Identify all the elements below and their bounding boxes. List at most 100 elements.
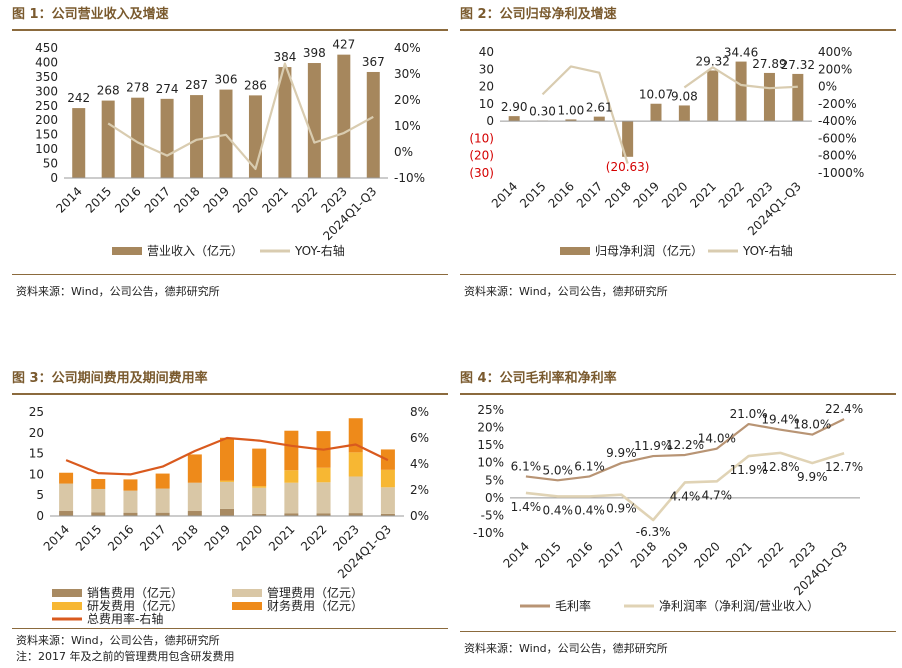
data-label: 1.00: [558, 103, 585, 117]
bar-segment: [91, 512, 106, 516]
data-label: 4.7%: [702, 488, 733, 502]
x-tick-label: 2018: [602, 179, 633, 210]
y-tick-label: 20%: [477, 421, 504, 435]
y-tick-label: 30: [479, 62, 494, 76]
y2-tick-label: 0%: [394, 145, 413, 159]
y-tick-label: 25: [29, 405, 44, 419]
data-label: 306: [215, 73, 238, 87]
data-label: 12.2%: [666, 438, 704, 452]
bar-segment: [380, 513, 395, 516]
bar-segment: [123, 490, 138, 513]
data-label: 34.46: [724, 46, 758, 60]
y-tick-label: 10%: [477, 456, 504, 470]
legend-label: 研发费用（亿元）: [87, 598, 183, 613]
chart-title: 图 2：公司归母净利及增速: [460, 7, 617, 22]
x-tick-label: 2019: [660, 539, 691, 570]
bar-segment: [284, 513, 299, 516]
footnote: 注：2017 年及之前的管理费用包含研发费用: [16, 650, 235, 663]
net-profit-chart: (30) (20) (10) 0 10 20 30 40 -1000% -800% -600% -40…: [469, 45, 864, 258]
net-margin-line: [525, 451, 845, 522]
bar-segment: [220, 480, 234, 482]
y-tick-label: 20: [29, 426, 44, 440]
data-label: 5.0%: [542, 463, 573, 477]
bar-segment: [155, 488, 170, 513]
x-tick-label: 2015: [532, 539, 563, 570]
x-tick-label: 2017: [596, 539, 627, 570]
data-label: 22.4%: [825, 402, 863, 416]
x-tick-label: 2020: [230, 184, 261, 215]
y-tick-label: 5%: [485, 473, 504, 487]
source-note: 资料来源：Wind，公司公告，德邦研究所: [16, 285, 220, 298]
x-tick-label: 2015: [517, 179, 548, 210]
data-label: 12.8%: [761, 460, 799, 474]
bar-segment: [220, 508, 234, 516]
data-label: 367: [362, 55, 385, 69]
data-label: 242: [67, 91, 90, 105]
gross-margin-line: [525, 418, 845, 482]
title-rule: [12, 29, 448, 31]
data-label: 384: [273, 50, 296, 64]
x-tick-label: 2016: [112, 184, 143, 215]
data-label: 9.9%: [797, 470, 828, 484]
data-label: 11.9%: [634, 439, 672, 453]
legend-swatch: [112, 247, 142, 255]
legend-label: 净利润率（净利润/营业收入）: [659, 598, 819, 613]
source-note: 资料来源：Wind，公司公告，德邦研究所: [464, 642, 668, 655]
y-tick-label: 300: [35, 84, 58, 98]
bar: [101, 100, 115, 178]
bar: [72, 108, 86, 178]
x-tick-label: 2015: [83, 184, 114, 215]
legend-label: 管理费用（亿元）: [267, 585, 363, 600]
y-tick-label: 20: [479, 80, 494, 94]
bar-segment: [380, 487, 395, 514]
data-label: 286: [244, 78, 267, 92]
y2-tick-label: 20%: [394, 93, 421, 107]
data-label: 27.32: [781, 58, 815, 72]
legend-label: 毛利率: [555, 598, 591, 613]
bar-segment: [187, 454, 202, 483]
legend-label: 财务费用（亿元）: [267, 598, 363, 613]
data-label: 427: [332, 38, 355, 52]
x-tick-label: 2020: [691, 539, 722, 570]
y2-tick-label: -600%: [818, 131, 857, 145]
y-tick-label: 10: [29, 467, 44, 481]
x-tick-label: 2019: [631, 179, 662, 210]
bar-segment: [348, 513, 363, 516]
footer-rule: [12, 274, 448, 275]
x-tick-label: 2016: [546, 179, 577, 210]
x-tick-label: 2020: [234, 522, 265, 553]
y2-tick-label: 200%: [818, 62, 852, 76]
y2-tick-label: 40%: [394, 41, 421, 55]
title-rule: [460, 393, 896, 395]
x-tick-label: 2022: [298, 522, 329, 553]
data-label: -6.3%: [636, 525, 671, 539]
y-tick-label: 0: [36, 509, 44, 523]
yoy-line: [541, 65, 629, 164]
data-label: 18.0%: [793, 418, 831, 432]
x-tick-label: 2020: [659, 179, 690, 210]
x-tick-label: 2016: [564, 539, 595, 570]
data-label: 6.1%: [574, 459, 605, 473]
bar-segment: [284, 482, 299, 514]
legend-label: YOY-右轴: [742, 243, 793, 258]
data-label: 268: [97, 84, 120, 98]
x-tick-label: 2017: [137, 522, 168, 553]
data-label: 274: [156, 82, 179, 96]
y-tick-label: 5: [36, 488, 44, 502]
y-tick-label: -10%: [473, 526, 504, 540]
x-tick-label: 2022: [716, 179, 747, 210]
bar-segment: [59, 472, 74, 484]
bar-segment: [155, 473, 170, 489]
bar: [707, 70, 719, 122]
legend-swatch: [232, 589, 262, 597]
bar-segment: [155, 512, 170, 516]
legend-label: YOY-右轴: [294, 243, 345, 258]
source-note: 资料来源：Wind，公司公告，德邦研究所: [464, 285, 668, 298]
x-tick-label: 2018: [169, 522, 200, 553]
source-note: 资料来源：Wind，公司公告，德邦研究所: [16, 634, 220, 647]
bar: [650, 103, 662, 122]
y-tick-label: (10): [469, 131, 494, 145]
y2-tick-label: 0%: [410, 509, 429, 523]
y2-tick-label: 8%: [410, 405, 429, 419]
